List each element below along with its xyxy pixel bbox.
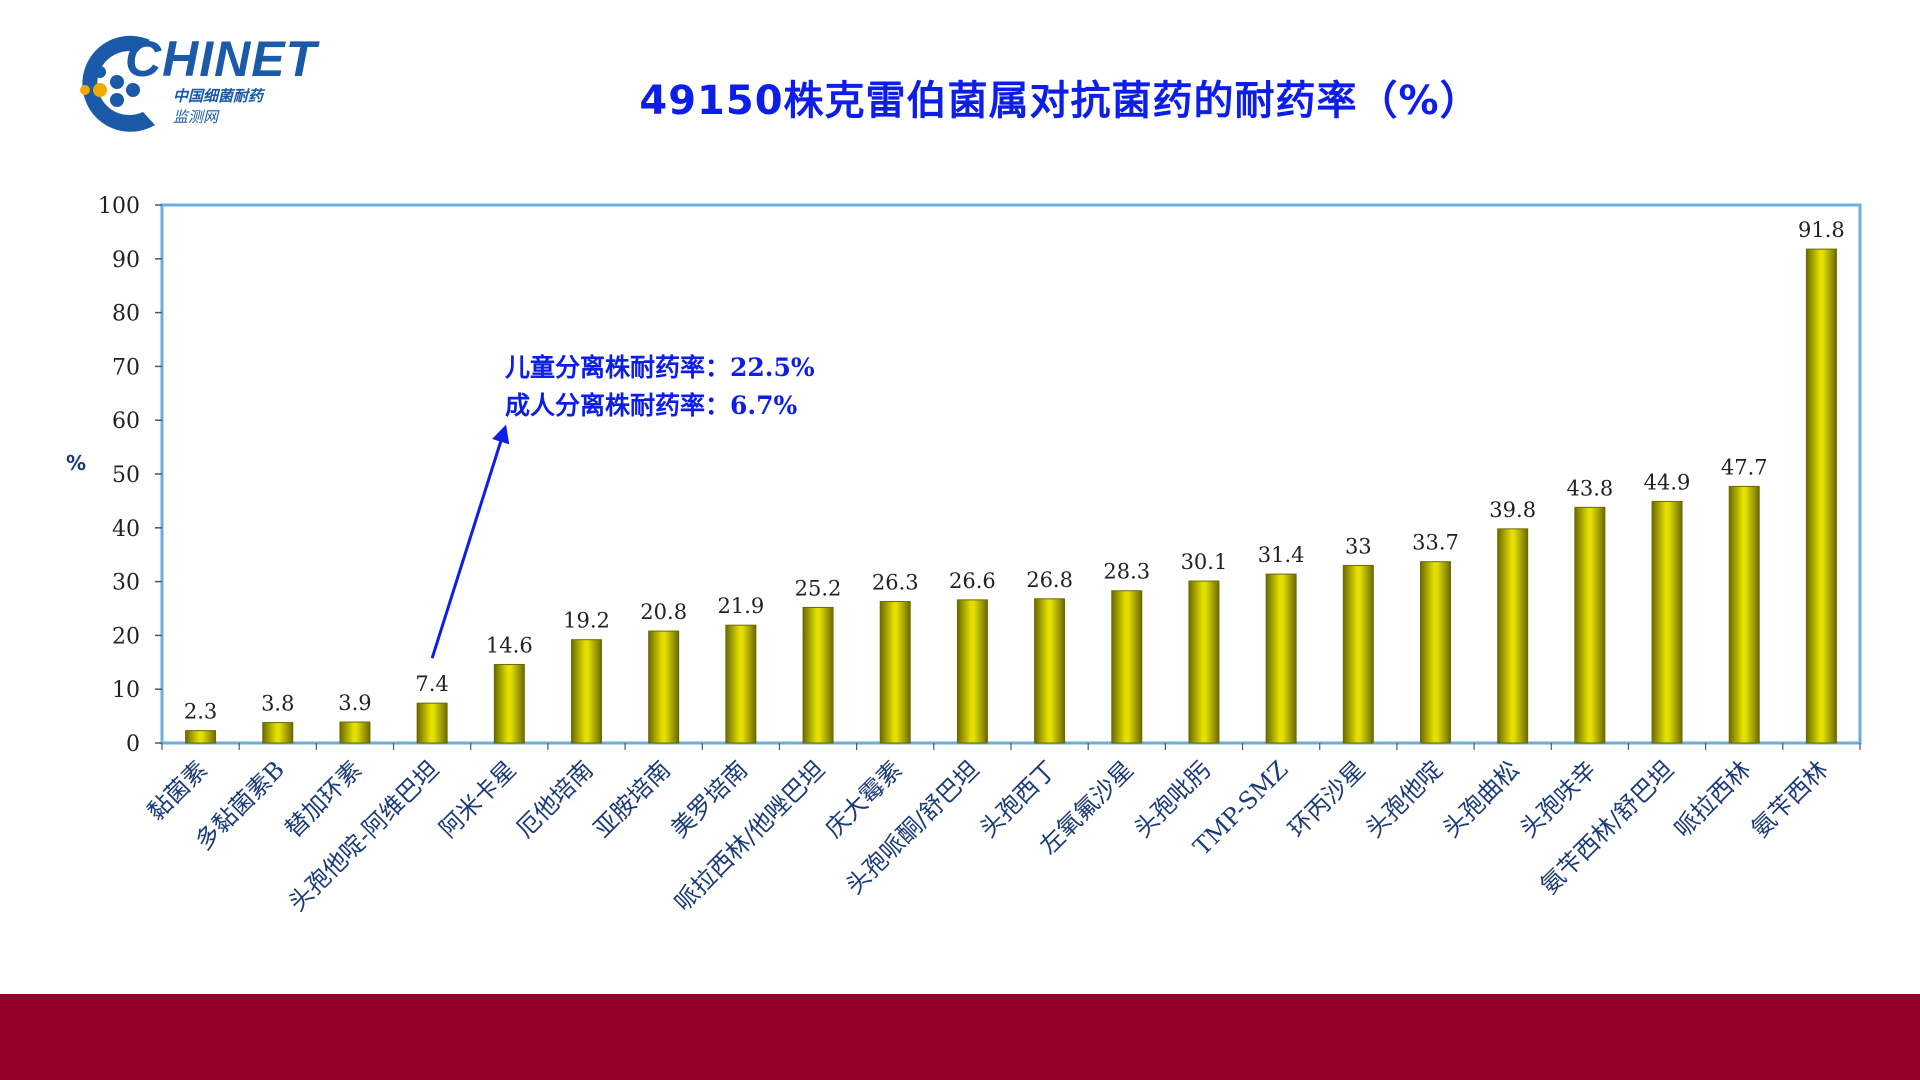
x-category-label: 头孢他啶 [1360,755,1448,843]
bar [725,624,757,744]
bar-chart: 0102030405060708090100%2.3黏菌素3.8多黏菌素B3.9… [66,194,1862,917]
data-label: 3.8 [261,692,294,716]
x-category-label: 哌拉西林/他唑巴坦 [669,755,830,916]
bar [1420,561,1451,744]
footer-band [0,994,1920,1080]
bar [339,721,371,744]
bar [571,639,602,744]
data-label: 44.9 [1644,470,1691,494]
x-category-label: 环丙沙星 [1283,755,1371,843]
bar [1265,573,1297,744]
bar [416,702,448,744]
data-label: 3.9 [338,691,371,715]
data-label: 26.6 [949,569,996,593]
x-category-label: 氨苄西林 [1746,755,1834,843]
x-category-label: 阿米卡星 [434,755,522,843]
bar [493,663,525,744]
x-category-label: 头孢曲松 [1437,755,1525,843]
y-tick-label: 0 [126,732,140,757]
y-tick-label: 70 [112,355,140,380]
data-label: 21.9 [717,594,764,618]
annotation-adult-rate: 成人分离株耐药率：6.7% [505,391,798,420]
bar [1574,506,1606,744]
data-label: 26.3 [872,571,919,595]
logo-subtitle-line1: 中国细菌耐药 [173,87,264,105]
data-label: 33 [1345,534,1372,558]
y-tick-label: 10 [112,678,140,703]
bar [1188,580,1220,744]
data-label: 43.8 [1566,476,1613,500]
chinet-logo: CHINET 中国细菌耐药 监测网 [55,30,325,145]
y-tick-label: 30 [112,571,140,596]
bar [1342,564,1374,744]
page-title: 49150株克雷伯菌属对抗菌药的耐药率（%） [639,78,1481,124]
data-label: 33.7 [1412,531,1459,555]
data-label: 91.8 [1798,218,1845,242]
data-label: 30.1 [1181,550,1228,574]
bar [1805,248,1837,744]
data-label: 2.3 [184,700,217,724]
bar [1497,528,1529,744]
data-label: 14.6 [486,633,533,657]
data-label: 19.2 [563,609,610,633]
x-category-label: 亚胺培南 [588,755,676,843]
bar [262,722,294,744]
y-tick-label: 90 [112,248,140,273]
logo-wordmark: CHINET [125,31,318,87]
annotation-pediatric-rate: 儿童分离株耐药率：22.5% [505,353,815,382]
bar [648,630,680,744]
y-tick-label: 40 [112,517,140,542]
data-label: 25.2 [795,576,842,600]
bar [1728,485,1760,744]
y-tick-label: 60 [112,409,140,434]
x-category-label: 黏菌素 [142,755,213,826]
y-tick-label: 80 [112,302,140,327]
data-label: 7.4 [415,672,448,696]
bar [802,606,834,744]
x-category-label: 厄他培南 [511,755,599,843]
bar [879,601,911,744]
y-axis-label: % [66,451,86,475]
data-label: 39.8 [1489,498,1536,522]
x-category-label: 头孢哌酮/舒巴坦 [840,755,984,899]
data-label: 28.3 [1103,560,1150,584]
bar [1111,590,1143,744]
data-label: 26.8 [1026,568,1073,592]
x-category-label: 氨苄西林/舒巴坦 [1535,755,1679,899]
bar [956,599,988,744]
data-label: 20.8 [640,600,687,624]
bar [1034,598,1066,744]
bar [1651,500,1683,744]
logo-subtitle-line2: 监测网 [173,108,219,126]
annotation-arrow [430,424,510,659]
logo-emblem-icon [80,35,155,132]
bar [185,730,217,744]
x-category-label: 哌拉西林 [1669,755,1757,843]
y-tick-label: 100 [98,194,140,219]
y-tick-label: 50 [112,463,140,488]
data-label: 47.7 [1721,455,1768,479]
x-category-label: 头孢他啶-阿维巴坦 [283,755,444,916]
data-label: 31.4 [1258,543,1305,567]
y-tick-label: 20 [112,624,140,649]
